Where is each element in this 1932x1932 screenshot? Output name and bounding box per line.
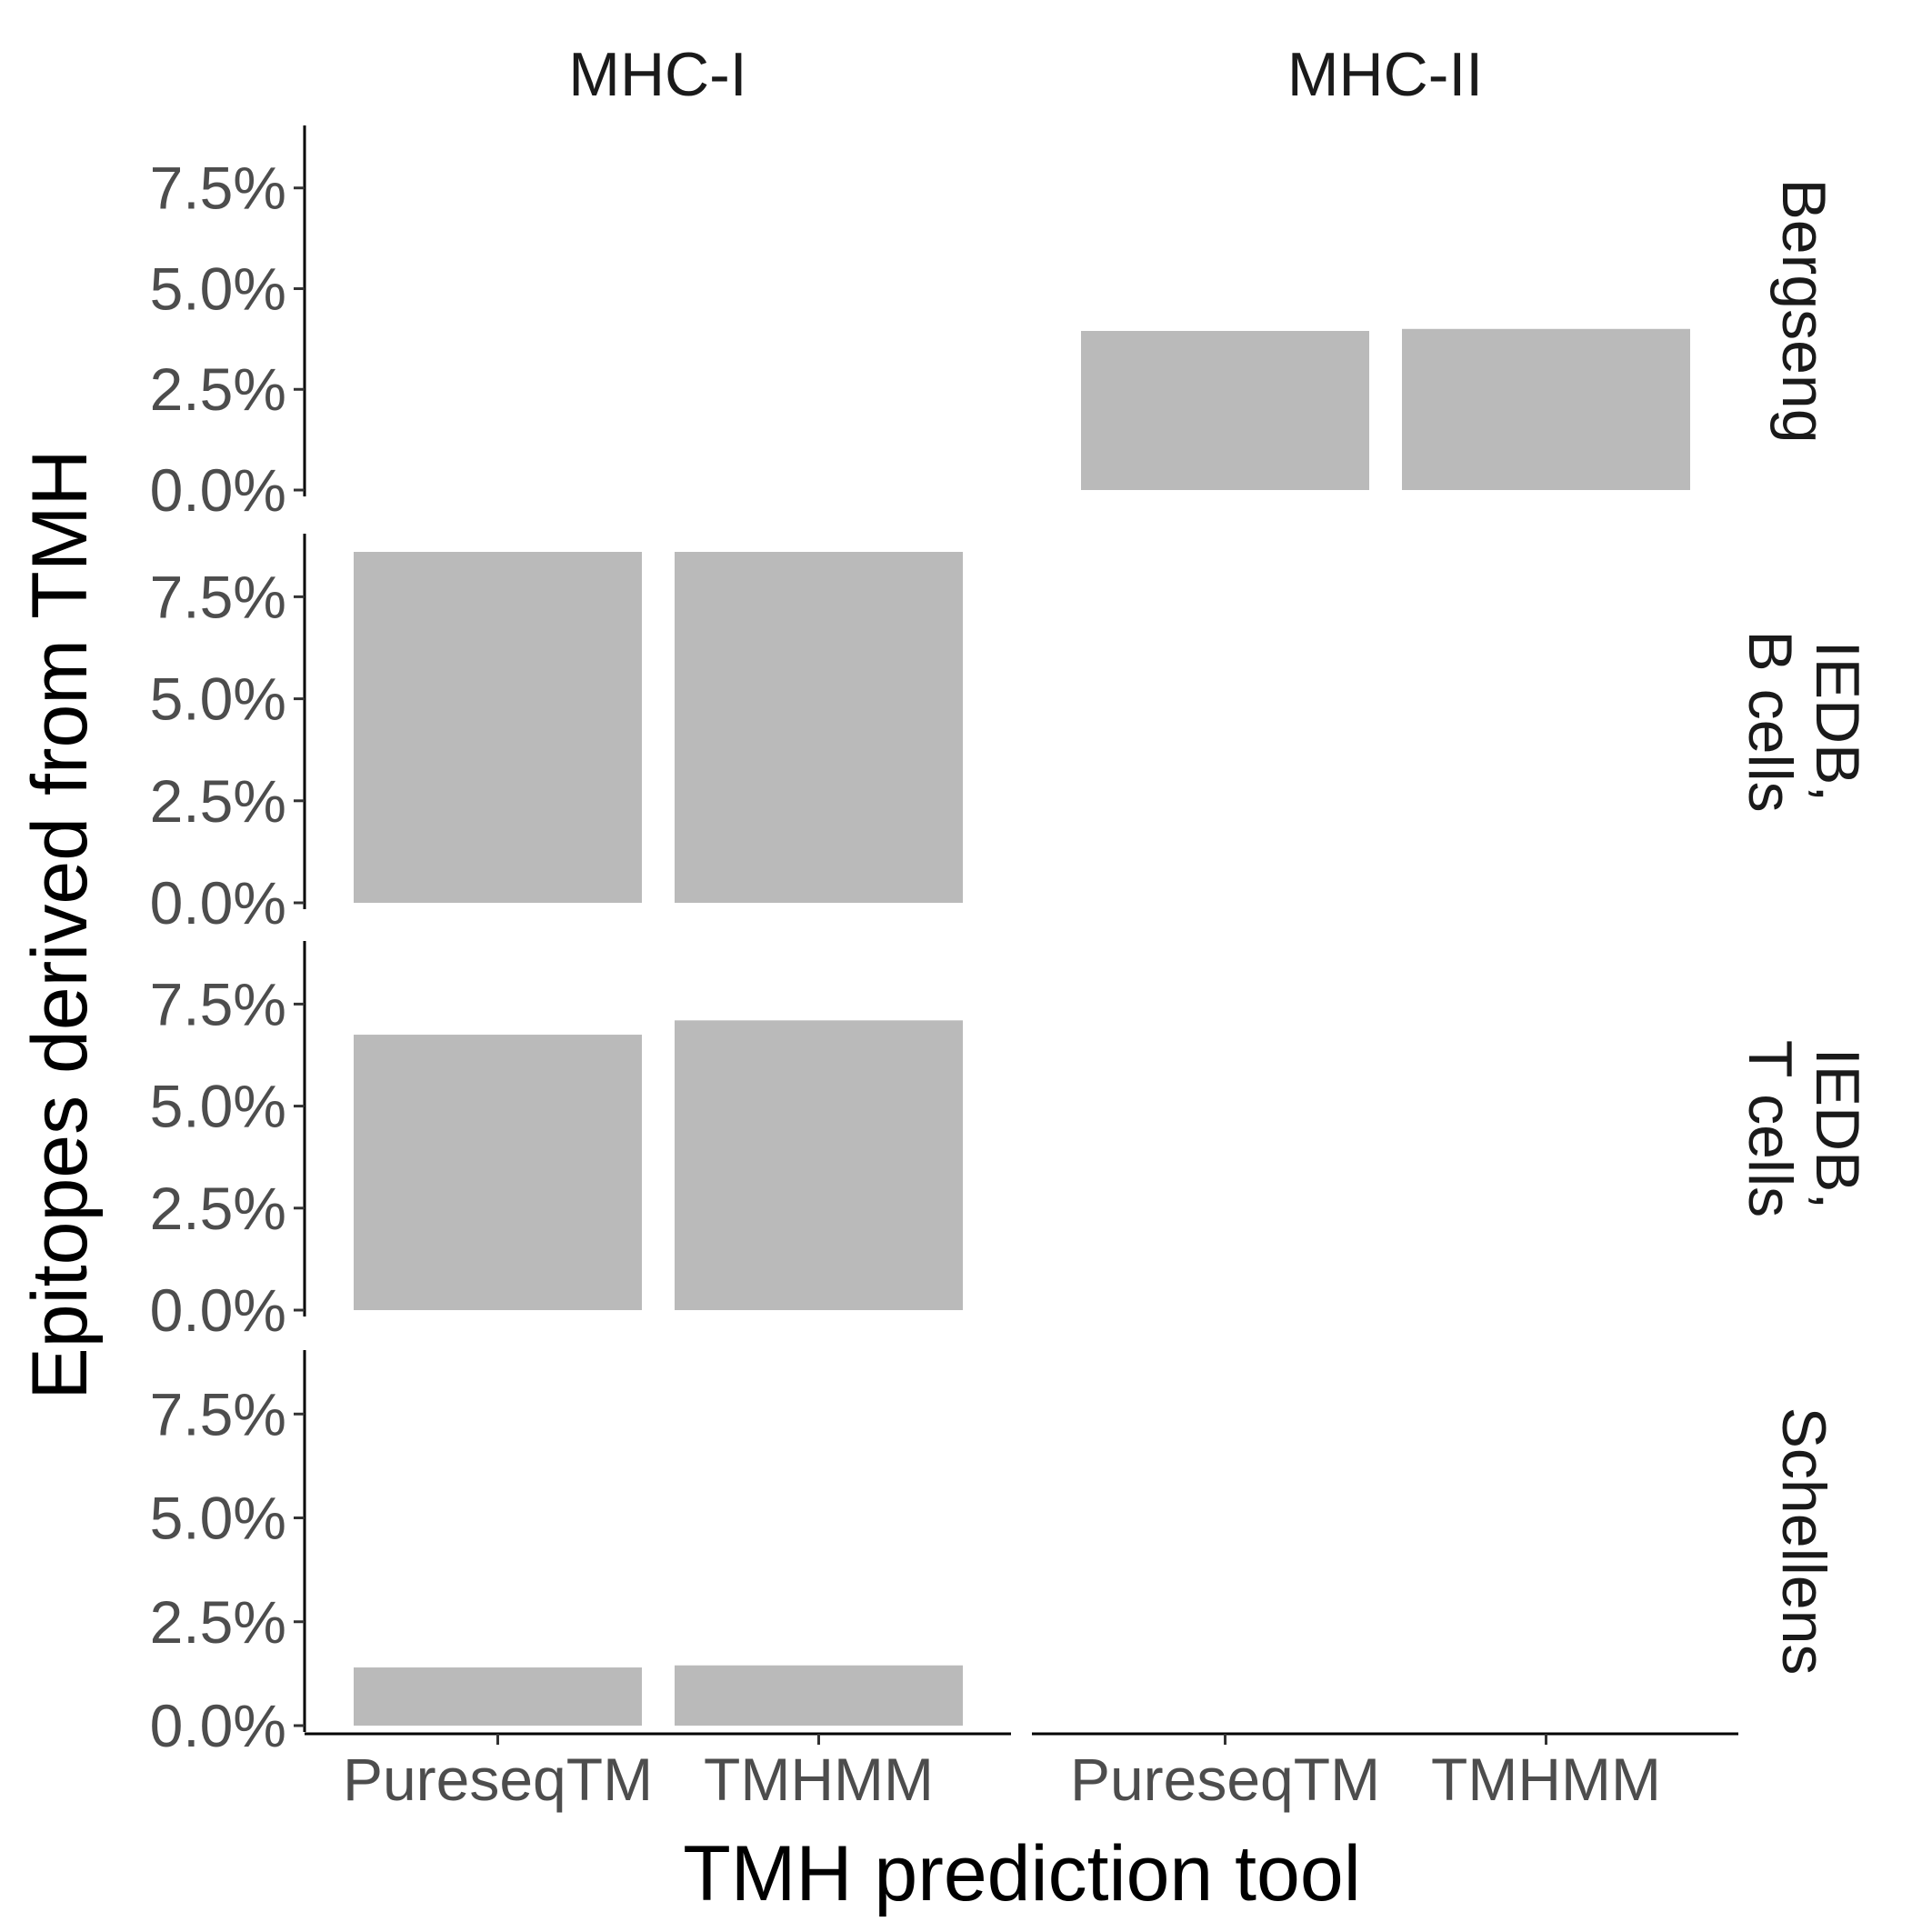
- y-tick-label: 7.5%: [150, 563, 286, 630]
- bar: [675, 552, 963, 903]
- row-strip-label-line: B cells: [1736, 630, 1805, 812]
- x-tick-label: TMHMM: [1431, 1746, 1661, 1813]
- row-strip-label-line: Schellens: [1769, 1407, 1838, 1676]
- y-tick-label: 7.5%: [150, 155, 286, 222]
- y-tick-label: 7.5%: [150, 970, 286, 1037]
- y-tick-label: 2.5%: [150, 1588, 286, 1656]
- row-strip-label-line: T cells: [1736, 1040, 1805, 1217]
- y-tick-label: 5.0%: [150, 255, 286, 322]
- column-strip-label: MHC-I: [568, 40, 746, 109]
- bars-layer: [354, 328, 1690, 1726]
- x-tick-label: TMHMM: [704, 1746, 934, 1813]
- row-strip-label-line: Bergseng: [1769, 178, 1838, 443]
- bar: [1081, 331, 1369, 490]
- column-strip-label: MHC-II: [1287, 40, 1483, 109]
- bar: [1402, 328, 1690, 490]
- axes-layer: [294, 125, 1738, 1745]
- y-tick-label: 2.5%: [150, 767, 286, 835]
- bar: [354, 1667, 642, 1726]
- y-tick-label: 7.5%: [150, 1380, 286, 1447]
- row-strip-label: IEDB,B cells: [1736, 630, 1872, 812]
- y-tick-label: 5.0%: [150, 666, 286, 733]
- y-tick-label: 2.5%: [150, 1175, 286, 1242]
- row-strip-label-line: IEDB,: [1803, 1048, 1872, 1210]
- bar: [675, 1665, 963, 1726]
- y-axis-title: Epitopes derived from TMH: [16, 449, 104, 1399]
- y-tick-label: 2.5%: [150, 355, 286, 423]
- y-tick-label: 0.0%: [150, 869, 286, 936]
- row-strip-label-line: IEDB,: [1803, 641, 1872, 803]
- y-tick-label: 0.0%: [150, 1276, 286, 1344]
- bar: [675, 1020, 963, 1310]
- y-tick-label: 0.0%: [150, 1692, 286, 1759]
- x-tick-label: PureseqTM: [343, 1746, 653, 1813]
- y-tick-label: 5.0%: [150, 1485, 286, 1552]
- row-strip-label: Schellens: [1769, 1407, 1838, 1676]
- x-tick-label: PureseqTM: [1070, 1746, 1380, 1813]
- row-strip-label: Bergseng: [1769, 178, 1838, 443]
- x-axis-title: TMH prediction tool: [683, 1830, 1361, 1917]
- y-tick-label: 0.0%: [150, 456, 286, 524]
- bar: [354, 552, 642, 903]
- y-tick-label: 5.0%: [150, 1073, 286, 1140]
- bar: [354, 1035, 642, 1310]
- row-strip-label: IEDB,T cells: [1736, 1040, 1872, 1217]
